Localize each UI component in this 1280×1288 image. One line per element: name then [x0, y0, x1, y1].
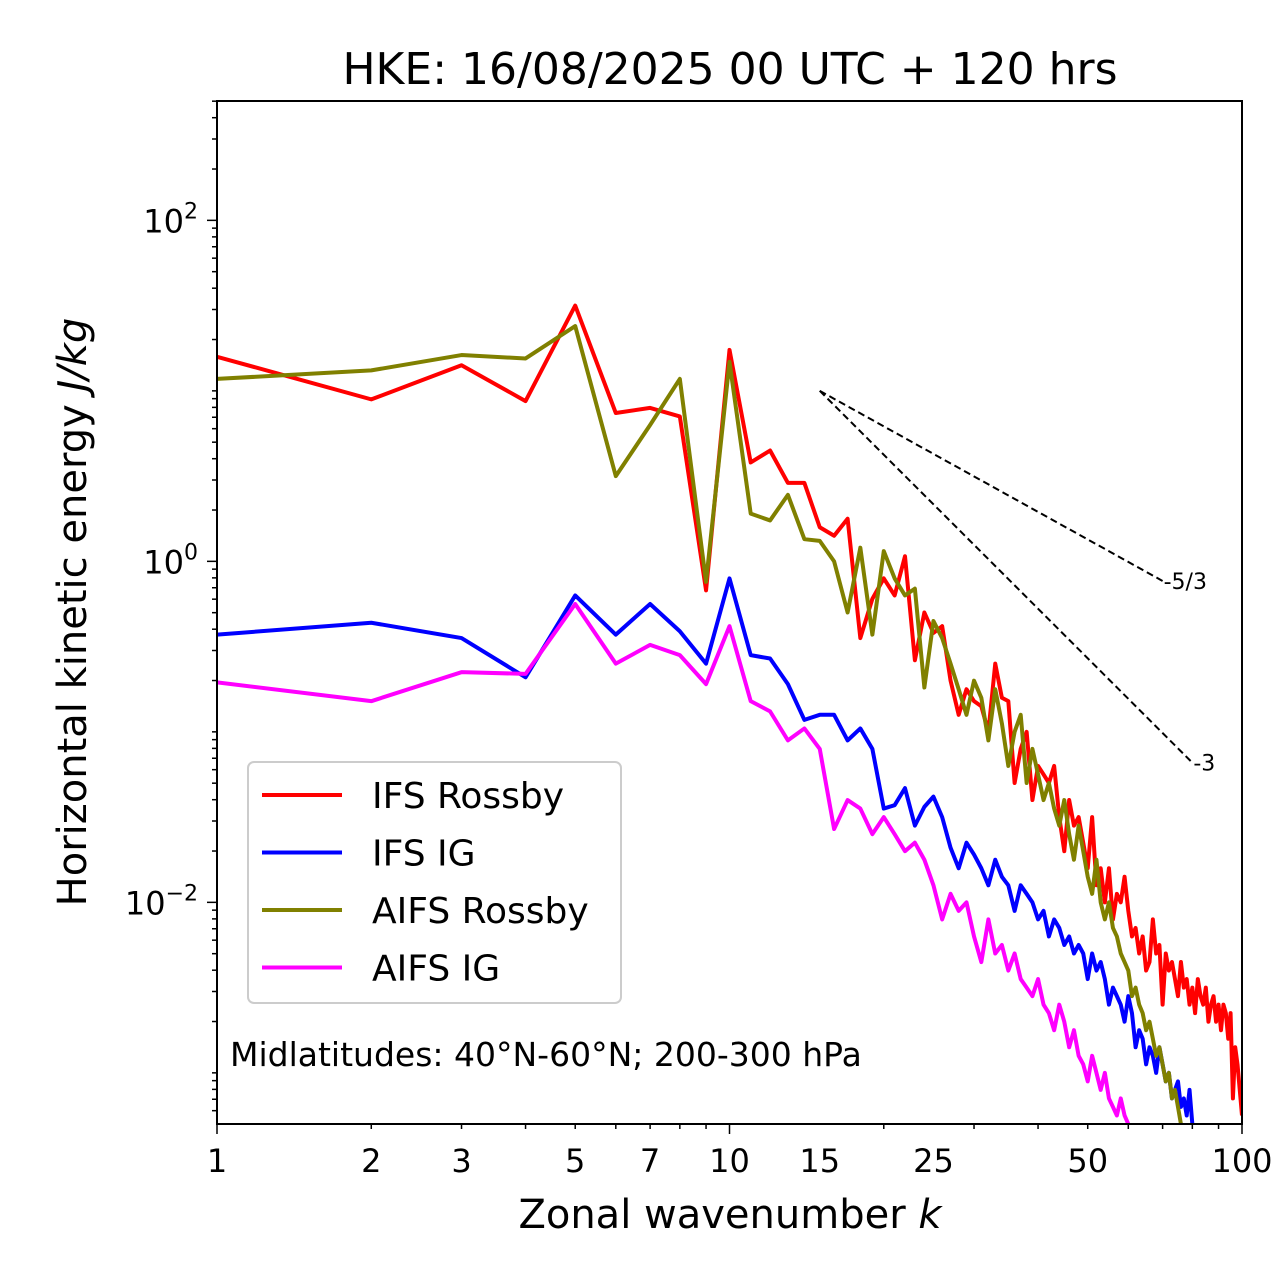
x-tick-label: 5 [565, 1142, 585, 1180]
region-annotation: Midlatitudes: 40°N-60°N; 200-300 hPa [230, 1035, 862, 1074]
reference-slope-label: -5/3 [1164, 570, 1207, 595]
y-axis: 102 100 10−2 [125, 100, 217, 1112]
x-axis-label-variable: k [918, 1192, 943, 1238]
x-tick-label: 1 [207, 1142, 227, 1180]
y-tick-label: 100 [143, 540, 198, 581]
x-axis-label-text: Zonal wavenumber [518, 1192, 918, 1238]
x-tick-label: 100 [1211, 1142, 1272, 1180]
legend-label: AIFS Rossby [372, 891, 589, 932]
x-tick-label: 7 [640, 1142, 660, 1180]
x-axis: 1 2 3 5 7 10 15 25 50 100 [207, 1124, 1273, 1180]
y-tick-label: 102 [143, 199, 198, 240]
series-line-ifs-ig [217, 576, 1195, 1124]
legend-label: IFS Rossby [372, 776, 564, 817]
reference-slope-label: -3 [1193, 752, 1215, 777]
legend-frame [247, 761, 622, 1004]
y-axis-label-unit: J/kg [50, 318, 96, 399]
y-axis-label-text: Horizontal kinetic energy [50, 392, 96, 907]
legend-label: IFS IG [372, 834, 476, 875]
legend: IFS Rossby IFS IG AIFS Rossby AIFS IG [247, 761, 622, 1004]
x-tick-label: 15 [799, 1142, 840, 1180]
y-tick-label: 10−2 [125, 881, 198, 922]
x-tick-label: 2 [361, 1142, 381, 1180]
x-axis-label: Zonal wavenumber k [518, 1192, 943, 1238]
x-tick-label: 3 [451, 1142, 471, 1180]
y-axis-label: Horizontal kinetic energy J/kg [50, 318, 96, 907]
legend-label: AIFS IG [372, 949, 500, 990]
x-tick-label: 50 [1067, 1142, 1108, 1180]
series-line-aifs-rossby [217, 324, 1183, 1124]
x-tick-label: 25 [913, 1142, 954, 1180]
series-line-aifs-ig [217, 601, 1131, 1124]
x-tick-label: 10 [709, 1142, 750, 1180]
chart-title: HKE: 16/08/2025 00 UTC + 120 hrs [342, 44, 1117, 95]
